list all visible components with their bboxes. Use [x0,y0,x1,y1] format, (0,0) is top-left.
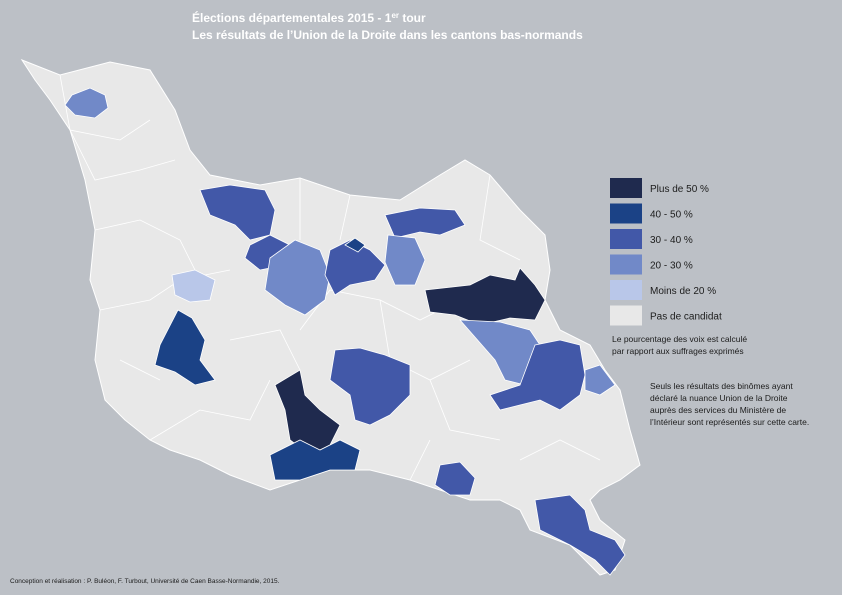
legend-label: 20 - 30 % [650,261,693,272]
title-line1: Élections départementales 2015 - 1er tou… [192,10,426,25]
note-line: Le pourcentage des voix est calculé [612,334,747,344]
legend: Plus de 50 % 40 - 50 % 30 - 40 % 20 - 30 % M… [610,178,722,326]
canton [64,87,109,119]
legend-swatch [610,203,642,224]
title-sup: er [391,11,399,20]
legend-swatch [610,280,642,300]
region [20,58,641,576]
note-line: par rapport aux suffrages exprimés [612,346,744,356]
legend-swatch [610,178,642,198]
canton [434,461,476,496]
legend-swatch [610,229,642,249]
credit: Conception et réalisation : P. Buléon, F… [10,578,280,585]
title-line2: Les résultats de l’Union de la Droite da… [192,28,583,42]
canton [274,369,341,456]
canton [269,439,361,481]
legend-label: 40 - 50 % [650,210,693,221]
canton [264,239,331,316]
legend-label: Pas de candidat [650,312,722,323]
canton [489,339,586,411]
canton [329,347,411,426]
canton [584,364,616,396]
canton-borders [59,74,601,481]
note-line: l’Intérieur sont représentés sur cette c… [650,417,809,427]
canton [154,309,216,386]
title-end: tour [399,11,426,25]
legend-label: Plus de 50 % [650,184,709,195]
canton [534,494,626,576]
region-outline [20,58,641,576]
canton [344,237,366,253]
canton [171,269,216,303]
note-line: auprès des services du Ministère de [650,405,786,415]
legend-swatch [610,254,642,275]
canton [384,234,426,286]
title-text: Élections départementales 2015 - 1 [192,10,392,25]
note-line: déclaré la nuance Union de la Droite [650,393,788,403]
note-line: Seuls les résultats des binômes ayant [650,381,793,391]
legend-label: 30 - 40 % [650,235,693,246]
legend-swatch [610,305,642,326]
canton [424,267,546,326]
legend-label: Moins de 20 % [650,286,716,297]
